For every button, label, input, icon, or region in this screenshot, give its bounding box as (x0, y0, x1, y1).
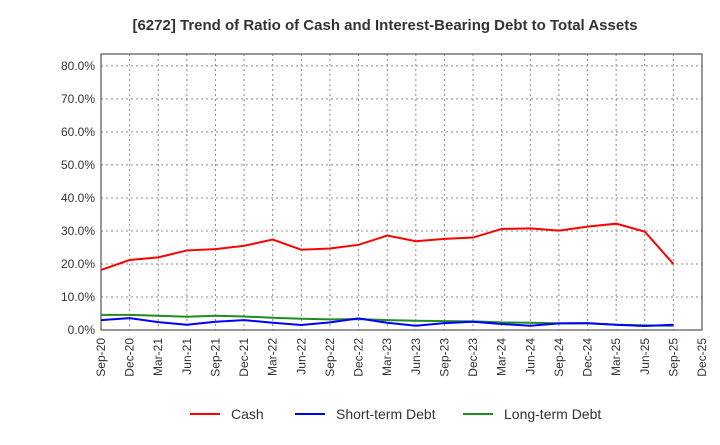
y-tick-label: 10.0% (61, 290, 95, 304)
x-tick-label: Mar-24 (495, 338, 509, 376)
legend-label: Long-term Debt (504, 406, 601, 422)
x-tick-label: Dec-24 (581, 338, 595, 377)
x-tick-label: Mar-23 (380, 338, 394, 376)
y-tick-label: 50.0% (61, 158, 95, 172)
x-tick-label: Sep-22 (323, 338, 337, 377)
x-tick-label: Jun-25 (638, 338, 652, 375)
y-tick-label: 70.0% (61, 92, 95, 106)
y-tick-label: 30.0% (61, 224, 95, 238)
plot-area (101, 54, 702, 330)
legend-label: Cash (231, 406, 264, 422)
y-axis: 0.0% 10.0% 20.0% 30.0% 40.0% 50.0% 60.0% 70.0% 8… (61, 59, 95, 337)
x-tick-label: Jun-24 (523, 338, 537, 375)
y-tick-label: 40.0% (61, 191, 95, 205)
x-tick-label: Sep-23 (437, 338, 451, 377)
legend: Cash Short-term Debt Long-term Debt (190, 406, 601, 422)
x-tick-label: Jun-21 (180, 338, 194, 375)
grid (100, 53, 703, 331)
y-tick-label: 60.0% (61, 125, 95, 139)
x-tick-label: Dec-25 (695, 338, 709, 377)
x-tick-label: Sep-21 (208, 338, 222, 377)
plot-border (100, 53, 703, 331)
x-tick-label: Dec-20 (123, 338, 137, 377)
y-tick-label: 80.0% (61, 59, 95, 73)
x-tick-label: Dec-22 (352, 338, 366, 377)
legend-label: Short-term Debt (336, 406, 436, 422)
x-tick-label: Dec-21 (237, 338, 251, 377)
x-tick-label: Jun-22 (294, 338, 308, 375)
chart-title: [6272] Trend of Ratio of Cash and Intere… (132, 17, 637, 34)
x-tick-label: Sep-25 (666, 338, 680, 377)
x-tick-label: Dec-23 (466, 338, 480, 377)
series-line-cash (100, 222, 675, 271)
x-tick-label: Sep-24 (552, 338, 566, 377)
x-axis: Sep-20 Dec-20 Mar-21 Jun-21 Sep-21 Dec-21 Mar-… (94, 338, 709, 377)
series-line-short-term-debt (100, 317, 674, 328)
y-tick-label: 0.0% (68, 323, 96, 337)
y-tick-label: 20.0% (61, 257, 95, 271)
x-tick-label: Mar-22 (266, 338, 280, 376)
x-tick-label: Jun-23 (409, 338, 423, 375)
x-tick-label: Sep-20 (94, 338, 108, 377)
x-tick-label: Mar-25 (609, 338, 623, 376)
x-tick-label: Mar-21 (151, 338, 165, 376)
series-lines (100, 222, 675, 328)
